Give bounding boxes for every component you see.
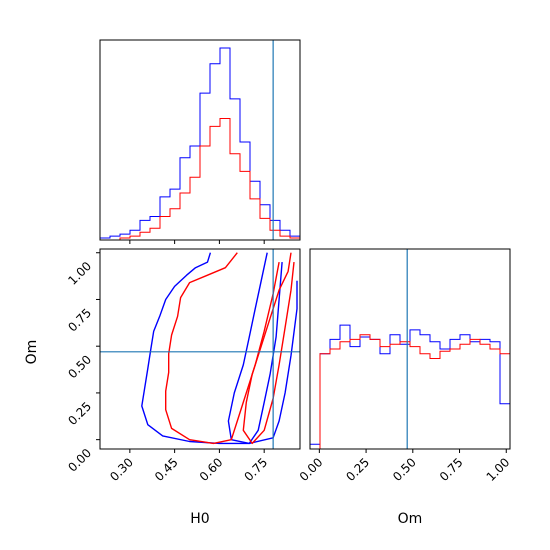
om-marginal-xtick-label: 0.25: [343, 455, 372, 484]
om-marginal-xtick-label: 0.00: [297, 455, 326, 484]
h0-histogram-red: [100, 118, 300, 240]
om-histogram-red: [310, 334, 510, 449]
h0-histogram-blue: [100, 47, 300, 240]
h0-marginal-panel: [99, 39, 301, 244]
om-marginal-panel: 0.00 0.25 0.50 0.75 1.00 Om: [297, 248, 513, 527]
om-marginal-xtick-label: 0.50: [390, 455, 419, 484]
contour-ytick-label: 0.75: [65, 306, 94, 335]
contour-ytick-label: 0.50: [65, 352, 94, 381]
om-marginal-xtick-label: 1.00: [484, 455, 513, 484]
h0-om-contour-panel: 0.30 0.45 0.60 0.750.000.250.500.751.00 H0 …: [24, 248, 301, 527]
om-marginal-xtick-label: 0.75: [437, 455, 466, 484]
contour-ytick-label: 0.25: [65, 399, 94, 428]
contour-blue-inner: [227, 252, 283, 445]
x-axis-label-om: Om: [398, 511, 423, 527]
contour-ytick-label: 0.00: [65, 446, 94, 475]
contour-blue-outer: [141, 252, 298, 445]
contour-xtick-label: 0.30: [107, 455, 136, 484]
om-marginal-frame: [309, 248, 511, 450]
contour-xtick-label: 0.60: [197, 455, 226, 484]
x-axis-label-h0: H0: [190, 511, 209, 527]
contour-red-inner: [242, 252, 295, 445]
contour-frame: [99, 248, 301, 450]
contour-xtick-label: 0.45: [152, 455, 181, 484]
contour-xtick-label: 0.75: [242, 455, 271, 484]
y-axis-label-om: Om: [24, 340, 40, 365]
h0-marginal-frame: [99, 39, 301, 241]
contour-ytick-label: 1.00: [65, 259, 94, 288]
